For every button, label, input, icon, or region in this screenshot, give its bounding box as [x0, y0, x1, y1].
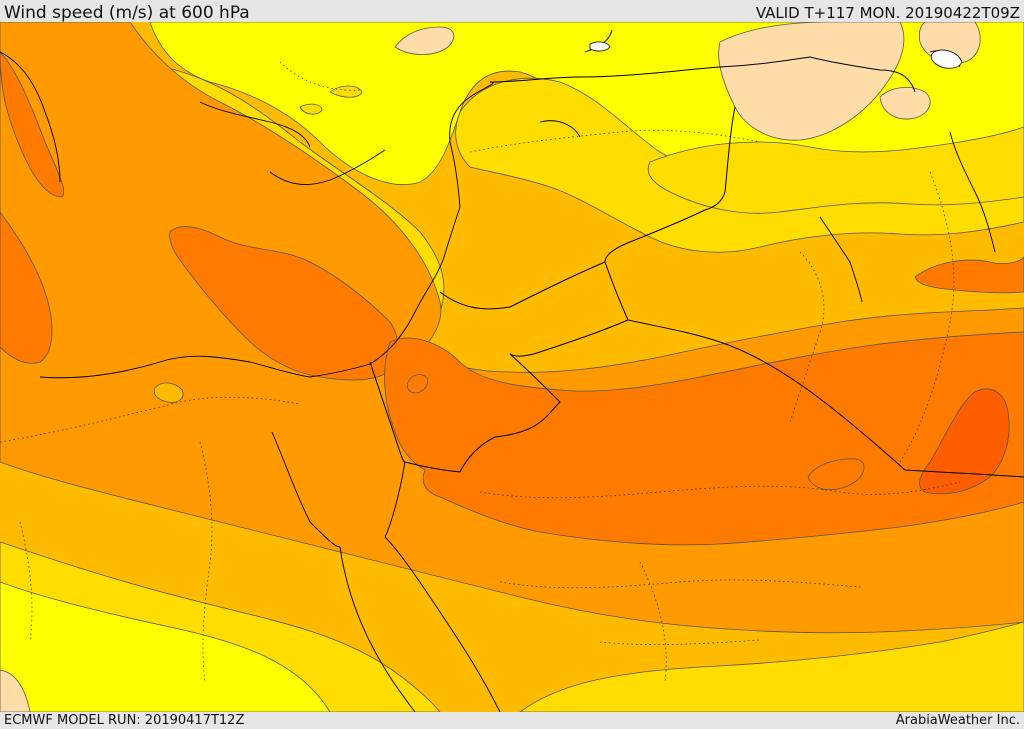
- province-lines: [0, 61, 961, 683]
- shading-dark-orange-arabia: [384, 331, 1024, 546]
- shading-red-orange-small-1: [807, 458, 865, 491]
- shading-lightest-north-1: [718, 22, 905, 141]
- shading-small-blob-1: [153, 382, 184, 403]
- shading-gold-syria: [455, 77, 1024, 253]
- shading-small-blob-2: [329, 85, 363, 98]
- map-header: Wind speed (m/s) at 600 hPa VALID T+117 …: [0, 0, 1024, 23]
- shading-gold-southeast: [519, 621, 1024, 712]
- map-title: Wind speed (m/s) at 600 hPa: [4, 3, 250, 23]
- shading-gold-iraq: [647, 126, 1024, 214]
- shading-dark-orange-far-west: [0, 211, 53, 364]
- wind-speed-map: [0, 22, 1024, 712]
- shading-dark-orange-iraq-east: [914, 256, 1024, 294]
- map-footer: ECMWF MODEL RUN: 20190417T12Z ArabiaWeat…: [0, 712, 1024, 729]
- shading-yellow-southwest: [0, 581, 331, 712]
- shading-lightest-southwest: [0, 669, 31, 712]
- national-borders: [369, 56, 1024, 478]
- shading-lightest-north-2: [394, 26, 455, 55]
- lakes: [589, 41, 963, 69]
- model-run-label: ECMWF MODEL RUN: 20190417T12Z: [4, 713, 245, 728]
- credit-label: ArabiaWeather Inc.: [895, 713, 1020, 728]
- shading-red-orange-east: [919, 388, 1010, 495]
- valid-time-label: VALID T+117 MON. 20190422T09Z: [755, 4, 1020, 22]
- shading-lightest-north-3: [879, 87, 931, 120]
- shading-red-orange-small-2: [407, 374, 429, 394]
- map-canvas: [0, 22, 1024, 712]
- coastlines: [0, 29, 996, 712]
- shading-dark-orange-west: [0, 51, 65, 198]
- shading-small-blob-3: [299, 103, 323, 115]
